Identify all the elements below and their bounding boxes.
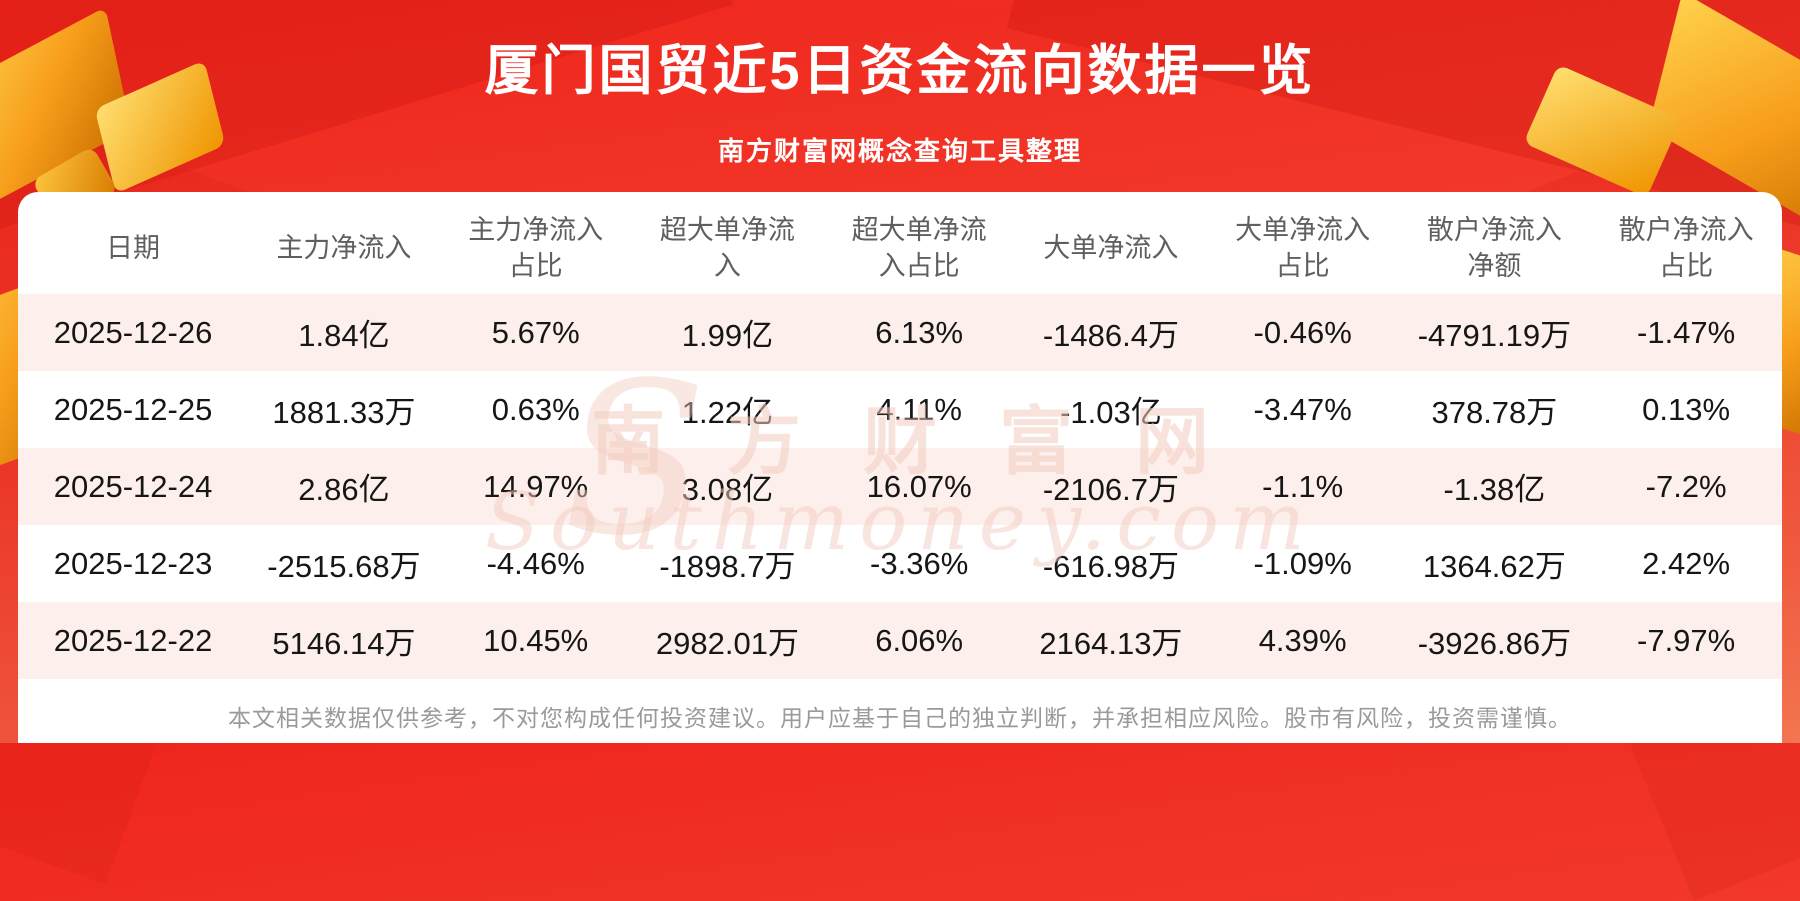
column-header: 超大单净流入 xyxy=(659,214,795,281)
value-cell: -0.46% xyxy=(1253,314,1352,350)
value-cell: -1.1% xyxy=(1262,468,1344,504)
value-cell: 1364.62万 xyxy=(1422,549,1566,584)
value-cell: -7.97% xyxy=(1637,622,1736,658)
value-cell: -3.47% xyxy=(1253,391,1352,427)
value-cell: 2982.01万 xyxy=(655,626,799,661)
value-cell: 2164.13万 xyxy=(1039,626,1183,661)
value-cell: -3.36% xyxy=(870,545,969,581)
value-cell: 1881.33万 xyxy=(272,395,416,430)
value-cell: -616.98万 xyxy=(1042,549,1179,584)
table-row: 2025-12-24 2.86亿 14.97% 3.08亿 16.07% -2106.7万… xyxy=(18,448,1782,525)
page-title: 厦门国贸近5日资金流向数据一览 xyxy=(484,41,1316,101)
date-cell: 2025-12-26 xyxy=(53,314,213,350)
column-header: 散户净流入占比 xyxy=(1618,214,1754,281)
column-header: 超大单净流入占比 xyxy=(851,214,987,281)
value-cell: 3.08亿 xyxy=(681,472,774,507)
table-row: 2025-12-25 1881.33万 0.63% 1.22亿 4.11% -1.03亿 -… xyxy=(18,371,1782,448)
value-cell: -7.2% xyxy=(1645,468,1727,504)
value-cell: -4.46% xyxy=(486,545,585,581)
column-header: 散户净流入净额 xyxy=(1426,214,1562,281)
value-cell: 1.99亿 xyxy=(681,318,774,353)
value-cell: 10.45% xyxy=(483,622,589,658)
value-cell: 16.07% xyxy=(866,468,972,504)
column-header: 日期 xyxy=(106,232,161,263)
value-cell: -1486.4万 xyxy=(1042,318,1179,353)
value-cell: -1898.7万 xyxy=(659,549,796,584)
fund-flow-table: 日期 主力净流入 主力净流入占比 超大单净流入 超大单净流入占比 大单净流入 大单净流入占比… xyxy=(18,192,1782,679)
column-header: 大单净流入 xyxy=(1043,232,1179,263)
data-panel: 日期 主力净流入 主力净流入占比 超大单净流入 超大单净流入占比 大单净流入 大单净流入占比… xyxy=(18,192,1782,743)
date-cell: 2025-12-24 xyxy=(53,468,213,504)
value-cell: -3926.86万 xyxy=(1417,626,1572,661)
value-cell: 2.86亿 xyxy=(298,472,390,507)
value-cell: -1.47% xyxy=(1637,314,1736,350)
date-cell: 2025-12-23 xyxy=(53,545,213,581)
value-cell: -2515.68万 xyxy=(267,549,421,584)
table-row: 2025-12-23 -2515.68万 -4.46% -1898.7万 -3.36% -… xyxy=(18,525,1782,602)
value-cell: 5146.14万 xyxy=(272,626,416,661)
column-header: 大单净流入占比 xyxy=(1235,214,1371,281)
table-row: 2025-12-22 5146.14万 10.45% 2982.01万 6.06% 216… xyxy=(18,602,1782,679)
value-cell: 6.06% xyxy=(875,622,964,658)
table-body: 2025-12-26 1.84亿 5.67% 1.99亿 6.13% -1486.4万 -0… xyxy=(18,294,1782,679)
value-cell: -1.09% xyxy=(1253,545,1352,581)
value-cell: 1.84亿 xyxy=(298,318,390,353)
table-header-row: 日期 主力净流入 主力净流入占比 超大单净流入 超大单净流入占比 大单净流入 大单净流入占比… xyxy=(18,192,1782,294)
column-header: 主力净流入占比 xyxy=(468,214,604,281)
disclaimer: 本文相关数据仅供参考，不对您构成任何投资建议。用户应基于自己的独立判断，并承担相… xyxy=(228,705,1572,731)
value-cell: 378.78万 xyxy=(1431,395,1558,430)
banner: 厦门国贸近5日资金流向数据一览 南方财富网概念查询工具整理 xyxy=(0,0,1800,168)
value-cell: 0.63% xyxy=(491,391,580,427)
page-subtitle: 南方财富网概念查询工具整理 xyxy=(717,136,1082,166)
value-cell: 6.13% xyxy=(875,314,964,350)
value-cell: 0.13% xyxy=(1642,391,1731,427)
value-cell: 1.22亿 xyxy=(681,395,774,430)
value-cell: -1.38亿 xyxy=(1443,472,1546,507)
value-cell: 5.67% xyxy=(491,314,580,350)
date-cell: 2025-12-25 xyxy=(53,391,213,427)
value-cell: 2.42% xyxy=(1642,545,1731,581)
value-cell: -4791.19万 xyxy=(1417,318,1572,353)
value-cell: 4.11% xyxy=(876,391,962,427)
value-cell: 4.39% xyxy=(1258,622,1347,658)
value-cell: 14.97% xyxy=(483,468,589,504)
column-header: 主力净流入 xyxy=(276,232,412,263)
value-cell: -1.03亿 xyxy=(1060,395,1162,430)
table-row: 2025-12-26 1.84亿 5.67% 1.99亿 6.13% -1486.4万 -0… xyxy=(18,294,1782,371)
date-cell: 2025-12-22 xyxy=(53,622,213,658)
value-cell: -2106.7万 xyxy=(1042,472,1179,507)
